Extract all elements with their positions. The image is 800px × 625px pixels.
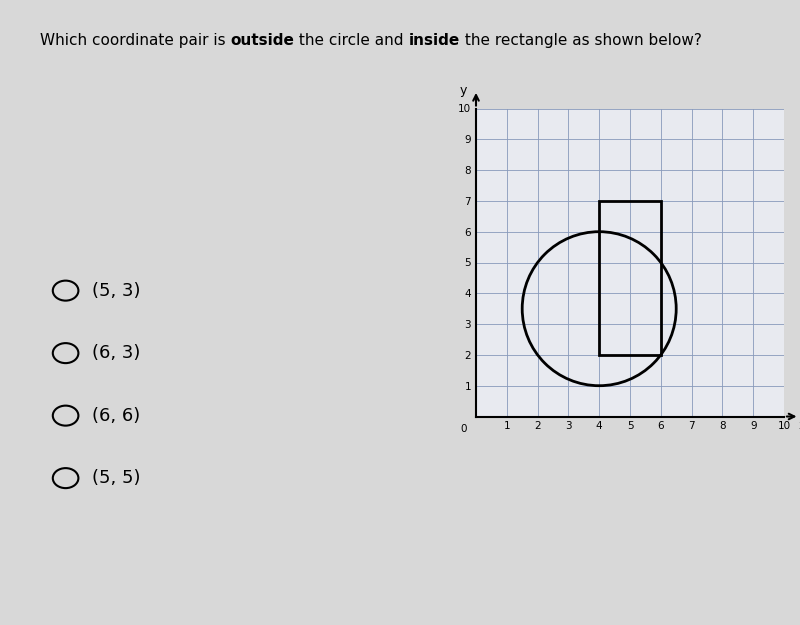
Text: (5, 5): (5, 5) (92, 469, 141, 487)
Text: the rectangle as shown below?: the rectangle as shown below? (460, 33, 702, 48)
Text: inside: inside (409, 33, 460, 48)
Bar (599, 201, 661, 355)
Text: (5, 3): (5, 3) (92, 282, 141, 299)
Text: Which coordinate pair is: Which coordinate pair is (40, 33, 230, 48)
Text: 0: 0 (461, 424, 467, 434)
Text: outside: outside (230, 33, 294, 48)
Text: (6, 3): (6, 3) (92, 344, 140, 362)
Text: the circle and: the circle and (294, 33, 409, 48)
Text: y: y (460, 84, 467, 96)
Text: x: x (798, 419, 800, 432)
Text: (6, 6): (6, 6) (92, 407, 140, 424)
